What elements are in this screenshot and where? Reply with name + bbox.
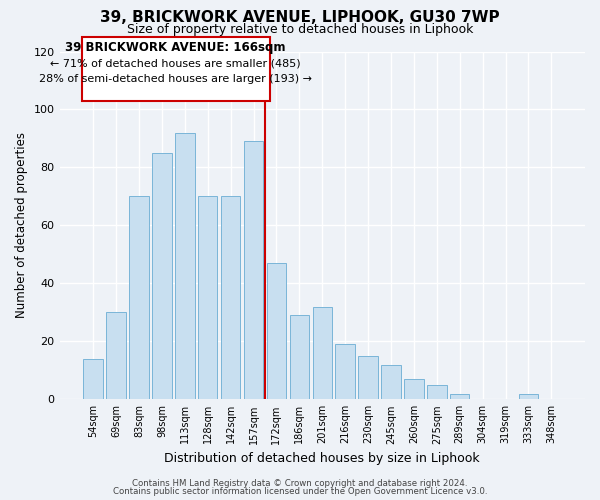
Bar	[358, 356, 378, 400]
Bar	[313, 306, 332, 400]
Bar	[175, 132, 194, 400]
Bar	[427, 385, 446, 400]
Text: Contains public sector information licensed under the Open Government Licence v3: Contains public sector information licen…	[113, 487, 487, 496]
Bar	[106, 312, 126, 400]
Bar	[221, 196, 241, 400]
Bar	[335, 344, 355, 400]
Bar	[198, 196, 217, 400]
Y-axis label: Number of detached properties: Number of detached properties	[15, 132, 28, 318]
Bar	[244, 142, 263, 400]
Bar	[83, 358, 103, 400]
Bar	[404, 379, 424, 400]
X-axis label: Distribution of detached houses by size in Liphook: Distribution of detached houses by size …	[164, 452, 480, 465]
Bar	[152, 153, 172, 400]
Text: ← 71% of detached houses are smaller (485): ← 71% of detached houses are smaller (48…	[50, 58, 301, 68]
Text: 39, BRICKWORK AVENUE, LIPHOOK, GU30 7WP: 39, BRICKWORK AVENUE, LIPHOOK, GU30 7WP	[100, 10, 500, 25]
Bar	[290, 316, 309, 400]
Bar	[450, 394, 469, 400]
Text: Size of property relative to detached houses in Liphook: Size of property relative to detached ho…	[127, 22, 473, 36]
Text: Contains HM Land Registry data © Crown copyright and database right 2024.: Contains HM Land Registry data © Crown c…	[132, 478, 468, 488]
Text: 39 BRICKWORK AVENUE: 166sqm: 39 BRICKWORK AVENUE: 166sqm	[65, 41, 286, 54]
Bar	[519, 394, 538, 400]
Bar	[267, 263, 286, 400]
Bar	[129, 196, 149, 400]
Bar	[381, 364, 401, 400]
Text: 28% of semi-detached houses are larger (193) →: 28% of semi-detached houses are larger (…	[39, 74, 312, 84]
